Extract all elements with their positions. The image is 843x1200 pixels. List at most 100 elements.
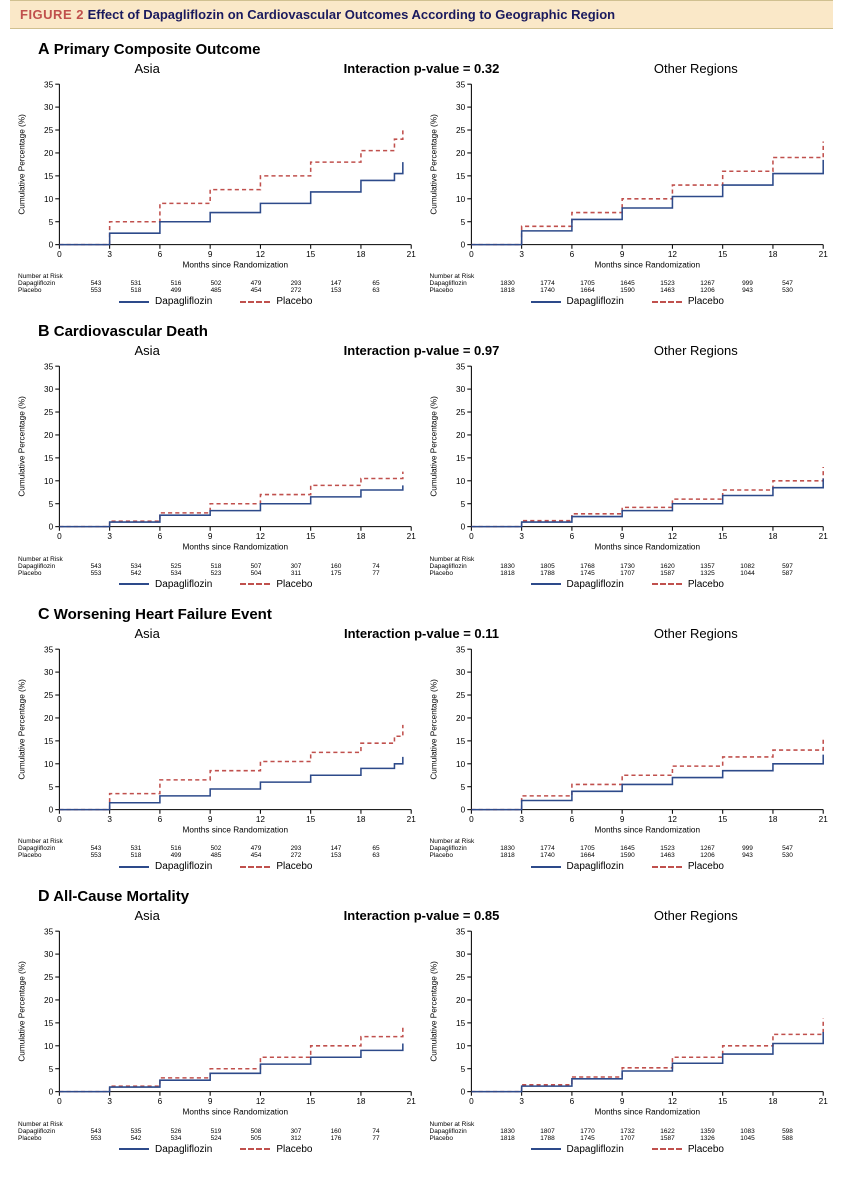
- svg-text:9: 9: [619, 1097, 624, 1106]
- risk-cell: 147: [316, 280, 356, 287]
- svg-text:10: 10: [44, 760, 54, 769]
- legend-swatch: [240, 1148, 270, 1150]
- figure-header: FIGURE 2 Effect of Dapagliflozin on Card…: [10, 0, 833, 29]
- risk-cell: 1645: [608, 845, 648, 852]
- svg-text:20: 20: [456, 149, 466, 158]
- km-chart: 05101520253035036912151821Months since R…: [422, 78, 834, 273]
- risk-row-label: Dapagliflozin: [430, 280, 488, 287]
- risk-cell: 1768: [568, 563, 608, 570]
- risk-cell: 175: [316, 570, 356, 577]
- svg-text:3: 3: [519, 250, 524, 259]
- panel-title: Cardiovascular Death: [54, 323, 208, 340]
- risk-cell: 63: [356, 852, 396, 859]
- svg-text:15: 15: [306, 815, 316, 824]
- svg-text:Months since Randomization: Months since Randomization: [183, 543, 289, 552]
- risk-cell: 307: [276, 1128, 316, 1135]
- svg-text:9: 9: [619, 250, 624, 259]
- interaction-pvalue: Interaction p-value = 0.32: [284, 59, 558, 78]
- risk-cell: 518: [196, 563, 236, 570]
- subtitle-asia: Asia: [10, 59, 284, 78]
- risk-cell: 999: [728, 845, 768, 852]
- risk-row-label: Dapagliflozin: [430, 563, 488, 570]
- risk-cell: 77: [356, 1135, 396, 1142]
- svg-text:15: 15: [306, 1097, 316, 1106]
- svg-text:10: 10: [456, 477, 466, 486]
- panels-host: A Primary Composite Outcome Asia Interac…: [10, 41, 833, 1159]
- svg-text:3: 3: [519, 815, 524, 824]
- svg-text:15: 15: [44, 1019, 54, 1028]
- svg-text:6: 6: [569, 250, 574, 259]
- panel-heading: A Primary Composite Outcome: [38, 41, 833, 59]
- risk-cell: 153: [316, 287, 356, 294]
- legend-item-placebo: Placebo: [652, 861, 724, 872]
- risk-cell: 553: [76, 287, 116, 294]
- risk-cell: 518: [116, 852, 156, 859]
- risk-cell: 519: [196, 1128, 236, 1135]
- interaction-pvalue: Interaction p-value = 0.97: [284, 341, 558, 360]
- svg-text:21: 21: [407, 250, 417, 259]
- svg-text:15: 15: [306, 250, 316, 259]
- risk-cell: 176: [316, 1135, 356, 1142]
- svg-text:15: 15: [44, 737, 54, 746]
- svg-text:21: 21: [818, 815, 828, 824]
- risk-cell: 1359: [688, 1128, 728, 1135]
- svg-text:12: 12: [256, 250, 266, 259]
- figure-title: Effect of Dapagliflozin on Cardiovascula…: [88, 7, 616, 22]
- risk-cell: 479: [236, 280, 276, 287]
- legend-swatch: [119, 1148, 149, 1150]
- svg-text:20: 20: [44, 714, 54, 723]
- risk-cell: 1774: [528, 845, 568, 852]
- risk-cell: 1664: [568, 852, 608, 859]
- risk-cell: 1707: [608, 570, 648, 577]
- svg-text:Cumulative Percentage (%): Cumulative Percentage (%): [17, 961, 26, 1062]
- risk-cell: 597: [768, 563, 808, 570]
- legend-item-placebo: Placebo: [652, 579, 724, 590]
- risk-cell: 272: [276, 287, 316, 294]
- svg-text:12: 12: [256, 1097, 266, 1106]
- svg-text:Cumulative Percentage (%): Cumulative Percentage (%): [17, 679, 26, 780]
- risk-cell: 77: [356, 570, 396, 577]
- risk-cell: 535: [116, 1128, 156, 1135]
- legend-item-dapagliflozin: Dapagliflozin: [531, 861, 624, 872]
- risk-table: Number at RiskDapagliflozin1830177417051…: [430, 273, 834, 294]
- risk-cell: 1818: [488, 1135, 528, 1142]
- svg-text:25: 25: [44, 409, 54, 418]
- sub-title-row: Asia Interaction p-value = 0.97 Other Re…: [10, 341, 833, 360]
- risk-cell: 534: [116, 563, 156, 570]
- svg-text:35: 35: [44, 928, 54, 937]
- legend-label: Dapagliflozin: [155, 861, 212, 872]
- risk-cell: 1745: [568, 1135, 608, 1142]
- risk-table: Number at RiskDapagliflozin1830180517681…: [430, 556, 834, 577]
- svg-text:6: 6: [158, 1097, 163, 1106]
- legend-item-placebo: Placebo: [240, 579, 312, 590]
- km-chart: 05101520253035036912151821Months since R…: [10, 925, 422, 1120]
- risk-cell: 505: [236, 1135, 276, 1142]
- risk-cell: 1730: [608, 563, 648, 570]
- svg-text:5: 5: [460, 500, 465, 509]
- svg-text:30: 30: [456, 386, 466, 395]
- risk-cell: 1620: [648, 563, 688, 570]
- svg-text:Cumulative Percentage (%): Cumulative Percentage (%): [429, 396, 438, 497]
- interaction-pvalue: Interaction p-value = 0.11: [284, 624, 558, 643]
- risk-cell: 508: [236, 1128, 276, 1135]
- svg-text:35: 35: [456, 645, 466, 654]
- svg-text:0: 0: [49, 523, 54, 532]
- svg-text:15: 15: [718, 1097, 728, 1106]
- svg-text:25: 25: [44, 691, 54, 700]
- legend-swatch: [119, 583, 149, 585]
- svg-text:15: 15: [718, 532, 728, 541]
- risk-cell: 485: [196, 852, 236, 859]
- risk-cell: 553: [76, 852, 116, 859]
- risk-row-label: Placebo: [18, 287, 76, 294]
- risk-header: Number at Risk: [18, 1121, 76, 1128]
- legend-swatch: [531, 1148, 561, 1150]
- sub-title-row: Asia Interaction p-value = 0.32 Other Re…: [10, 59, 833, 78]
- risk-cell: 507: [236, 563, 276, 570]
- svg-text:18: 18: [768, 532, 778, 541]
- svg-text:18: 18: [768, 250, 778, 259]
- svg-text:10: 10: [456, 1042, 466, 1051]
- risk-cell: 1745: [568, 570, 608, 577]
- sub-title-row: Asia Interaction p-value = 0.85 Other Re…: [10, 906, 833, 925]
- subtitle-asia: Asia: [10, 906, 284, 925]
- svg-text:30: 30: [44, 386, 54, 395]
